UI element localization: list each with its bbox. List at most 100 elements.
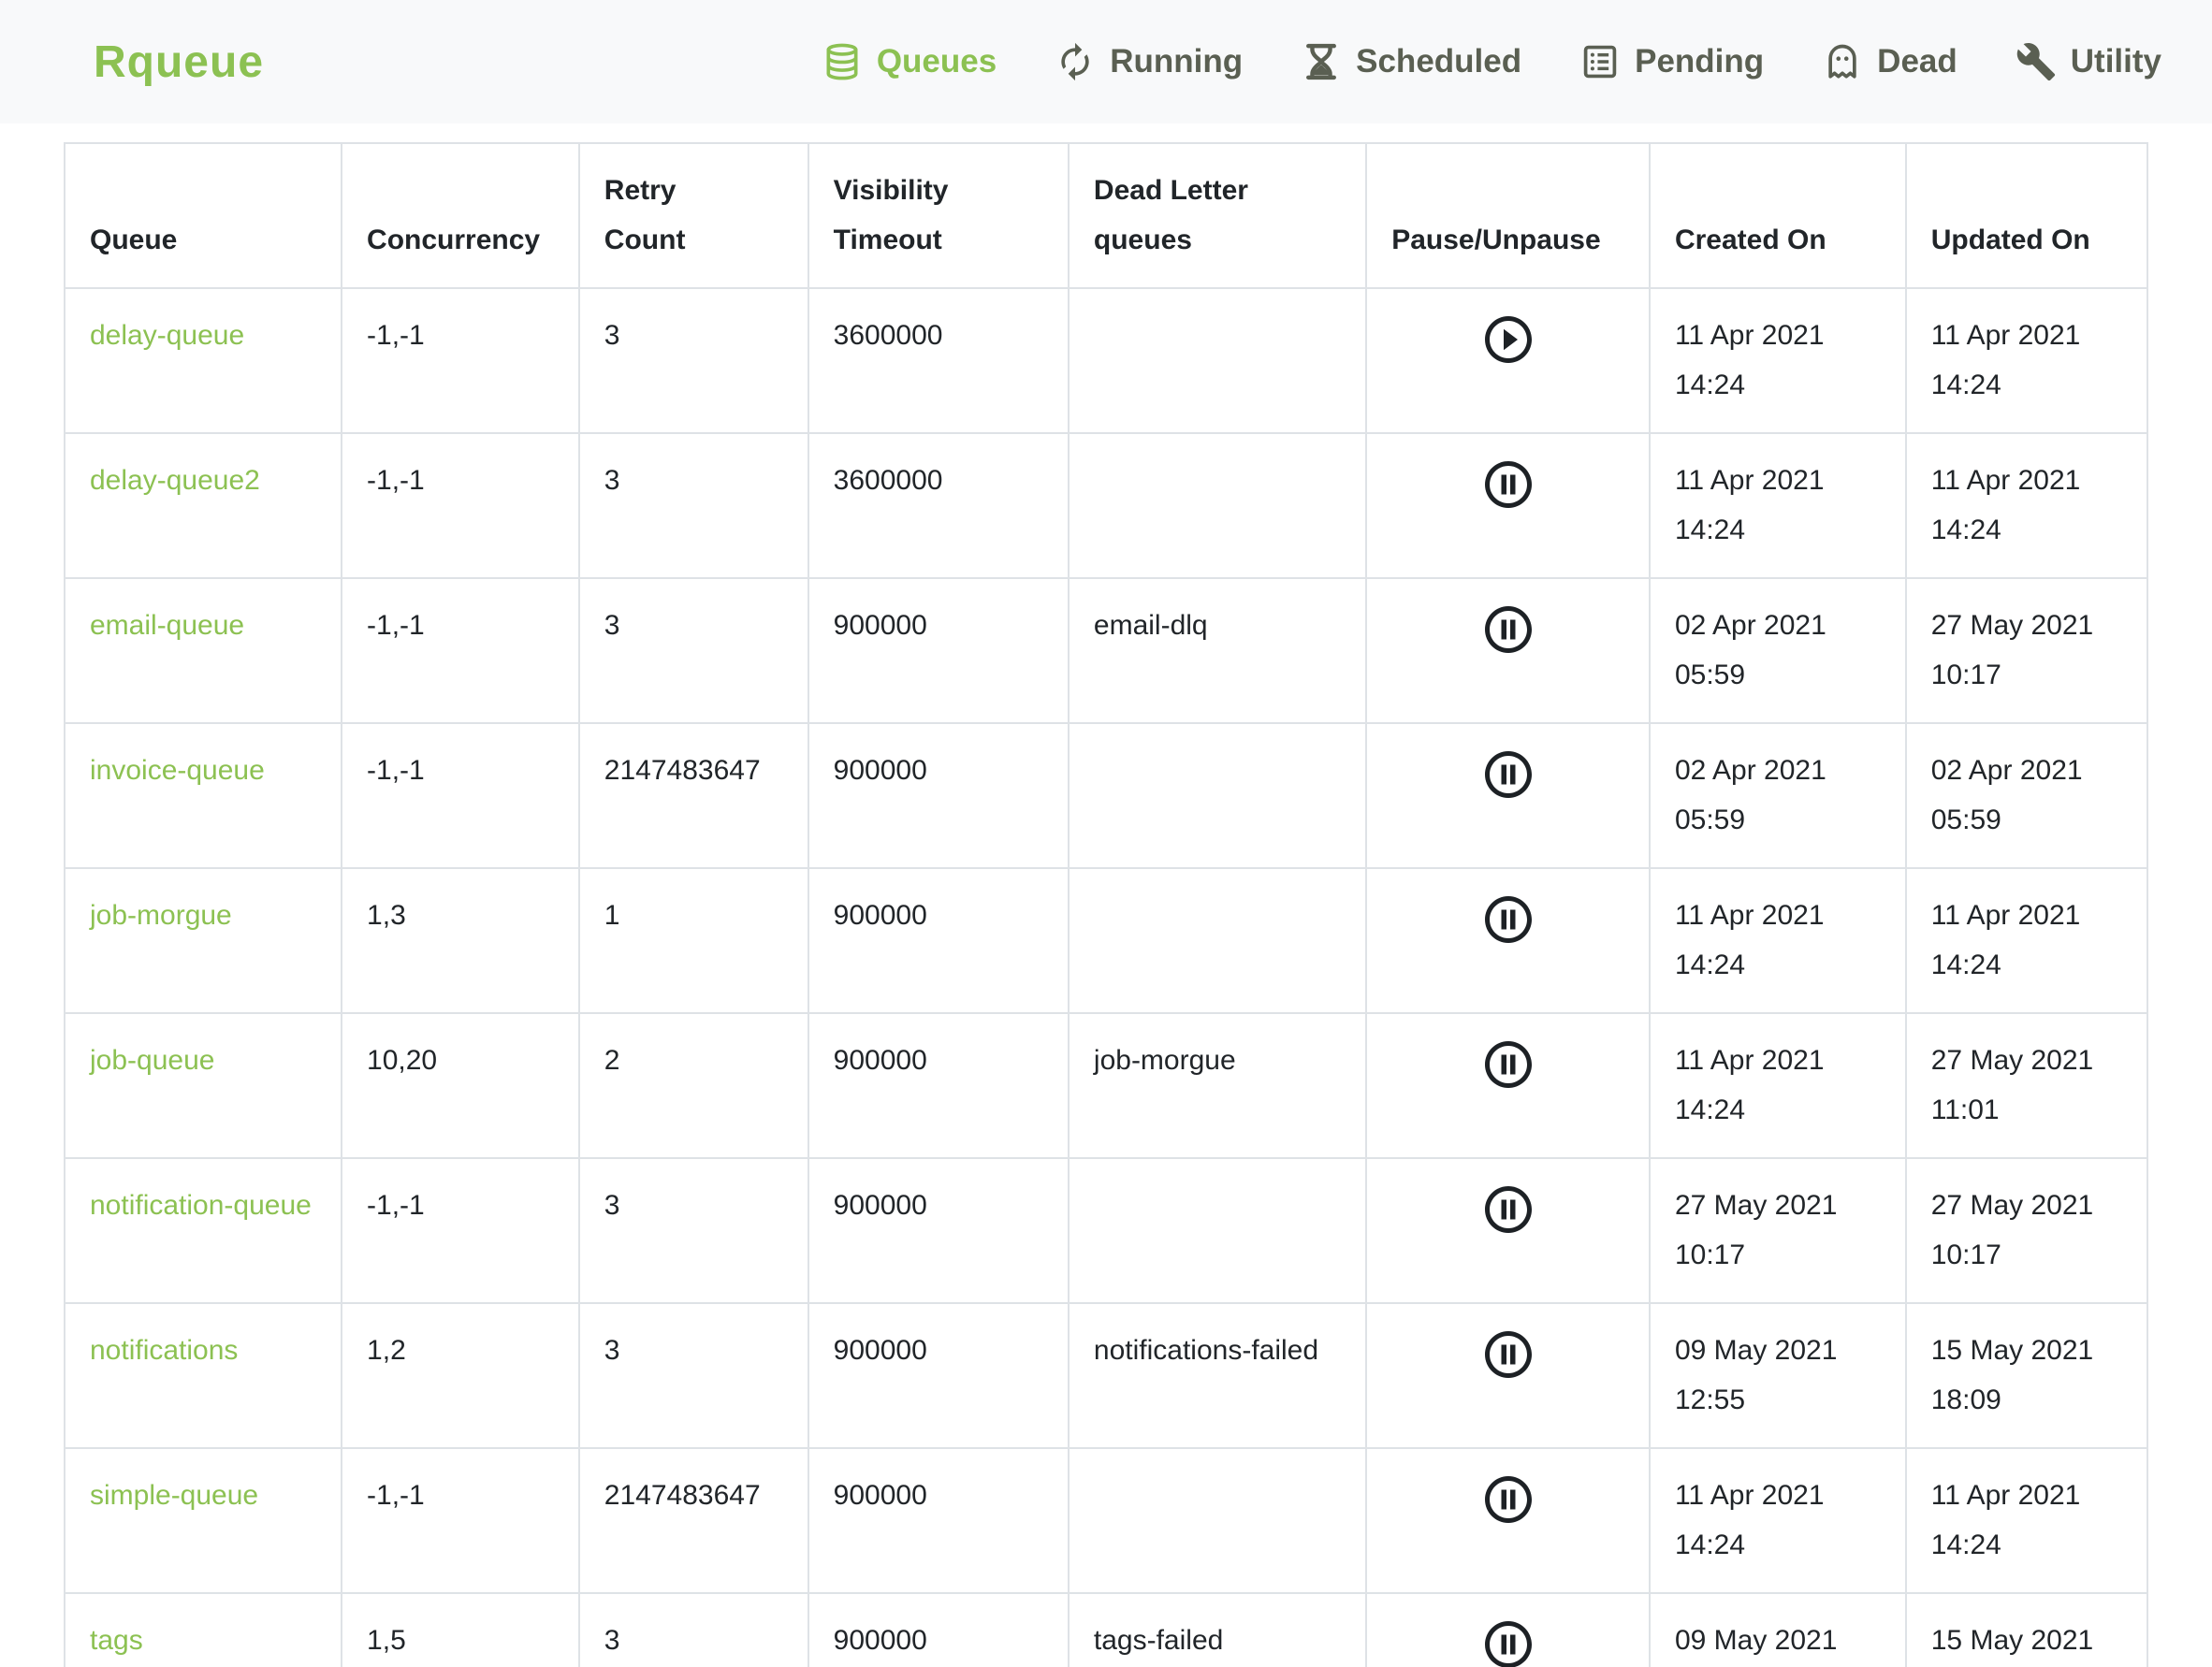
pause-button[interactable] bbox=[1480, 1616, 1536, 1667]
column-header-updated-on: Updated On bbox=[1904, 142, 2149, 289]
pause-button[interactable] bbox=[1480, 1036, 1536, 1093]
dead-letter-queues-cell: job-morgue bbox=[1067, 1012, 1368, 1159]
retry-count-cell: 1 bbox=[577, 867, 809, 1014]
nav-item-dead[interactable]: Dead bbox=[1793, 41, 1986, 82]
created-on-cell: 11 Apr 2021 14:24 bbox=[1648, 432, 1907, 579]
pause-button[interactable] bbox=[1480, 1181, 1536, 1238]
queue-cell: email-queue bbox=[63, 577, 343, 724]
pause-button[interactable] bbox=[1480, 747, 1536, 803]
pause-icon bbox=[1484, 1476, 1532, 1523]
pause-icon bbox=[1484, 1621, 1532, 1667]
queue-link[interactable]: tags bbox=[90, 1625, 143, 1656]
sync-icon bbox=[1055, 41, 1096, 82]
nav-item-queues[interactable]: Queues bbox=[793, 41, 1026, 82]
table-row: email-queue -1,-1 3 900000 email-dlq 02 … bbox=[63, 577, 2149, 724]
table-row: job-queue 10,20 2 900000 job-morgue 11 A… bbox=[63, 1012, 2149, 1159]
play-button[interactable] bbox=[1480, 312, 1536, 368]
dead-letter-queues-cell bbox=[1067, 1447, 1368, 1594]
queue-link[interactable]: email-queue bbox=[90, 610, 245, 641]
visibility-timeout-cell: 900000 bbox=[807, 1157, 1070, 1304]
pause-unpause-cell bbox=[1365, 432, 1651, 579]
pause-button[interactable] bbox=[1480, 457, 1536, 513]
retry-count-cell: 3 bbox=[577, 1157, 809, 1304]
visibility-timeout-cell: 3600000 bbox=[807, 432, 1070, 579]
queue-link[interactable]: job-morgue bbox=[90, 900, 232, 931]
table-row: job-morgue 1,3 1 900000 11 Apr 2021 14:2… bbox=[63, 867, 2149, 1014]
table-row: delay-queue2 -1,-1 3 3600000 11 Apr 2021… bbox=[63, 432, 2149, 579]
concurrency-cell: 1,5 bbox=[341, 1592, 580, 1667]
pause-unpause-cell bbox=[1365, 722, 1651, 869]
pause-unpause-cell bbox=[1365, 1012, 1651, 1159]
created-on-cell: 02 Apr 2021 05:59 bbox=[1648, 722, 1907, 869]
nav-item-scheduled[interactable]: Scheduled bbox=[1272, 41, 1550, 82]
column-header-pause-unpause: Pause/Unpause bbox=[1365, 142, 1651, 289]
database-icon bbox=[822, 41, 863, 82]
dead-letter-queues-cell bbox=[1067, 1157, 1368, 1304]
concurrency-cell: -1,-1 bbox=[341, 1447, 580, 1594]
concurrency-cell: 10,20 bbox=[341, 1012, 580, 1159]
queue-link[interactable]: notifications bbox=[90, 1335, 239, 1366]
pause-icon bbox=[1484, 1186, 1532, 1233]
pause-unpause-cell bbox=[1365, 1302, 1651, 1449]
queue-cell: tags bbox=[63, 1592, 343, 1667]
created-on-cell: 02 Apr 2021 05:59 bbox=[1648, 577, 1907, 724]
queues-table-body: delay-queue -1,-1 3 3600000 11 Apr 2021 … bbox=[63, 287, 2149, 1667]
pause-unpause-cell bbox=[1365, 1592, 1651, 1667]
concurrency-cell: -1,-1 bbox=[341, 577, 580, 724]
column-header-visibility-timeout: Visibility Timeout bbox=[807, 142, 1070, 289]
column-header-dead-letter-queues: Dead Letter queues bbox=[1067, 142, 1368, 289]
nav-item-pending[interactable]: Pending bbox=[1550, 41, 1793, 82]
queue-link[interactable]: delay-queue2 bbox=[90, 465, 260, 496]
updated-on-cell: 15 May 2021 18:09 bbox=[1904, 1302, 2149, 1449]
visibility-timeout-cell: 900000 bbox=[807, 867, 1070, 1014]
queue-link[interactable]: invoice-queue bbox=[90, 755, 265, 786]
top-navbar: Rqueue Queues Running bbox=[0, 0, 2212, 123]
column-header-queue: Queue bbox=[63, 142, 343, 289]
queue-cell: notification-queue bbox=[63, 1157, 343, 1304]
pause-button[interactable] bbox=[1480, 1326, 1536, 1383]
concurrency-cell: -1,-1 bbox=[341, 722, 580, 869]
main-nav: Queues Running Scheduled bbox=[793, 41, 2161, 82]
pause-button[interactable] bbox=[1480, 602, 1536, 658]
column-header-retry-count: Retry Count bbox=[577, 142, 809, 289]
queue-link[interactable]: simple-queue bbox=[90, 1480, 259, 1511]
pause-icon bbox=[1484, 1041, 1532, 1088]
queue-cell: job-queue bbox=[63, 1012, 343, 1159]
pause-unpause-cell bbox=[1365, 867, 1651, 1014]
updated-on-cell: 27 May 2021 11:01 bbox=[1904, 1012, 2149, 1159]
hourglass-icon bbox=[1301, 41, 1342, 82]
nav-item-running[interactable]: Running bbox=[1026, 41, 1272, 82]
wrench-icon bbox=[2016, 41, 2057, 82]
visibility-timeout-cell: 900000 bbox=[807, 1592, 1070, 1667]
updated-on-cell: 27 May 2021 10:17 bbox=[1904, 577, 2149, 724]
brand-logo[interactable]: Rqueue bbox=[94, 36, 265, 87]
queues-table: Queue Concurrency Retry Count Visibility… bbox=[63, 142, 2149, 1667]
queue-cell: notifications bbox=[63, 1302, 343, 1449]
concurrency-cell: 1,2 bbox=[341, 1302, 580, 1449]
pause-button[interactable] bbox=[1480, 1471, 1536, 1528]
pause-button[interactable] bbox=[1480, 891, 1536, 948]
table-row: simple-queue -1,-1 2147483647 900000 11 … bbox=[63, 1447, 2149, 1594]
dead-letter-queues-cell bbox=[1067, 722, 1368, 869]
nav-item-utility[interactable]: Utility bbox=[1986, 41, 2161, 82]
pause-unpause-cell bbox=[1365, 1157, 1651, 1304]
created-on-cell: 11 Apr 2021 14:24 bbox=[1648, 1447, 1907, 1594]
updated-on-cell: 02 Apr 2021 05:59 bbox=[1904, 722, 2149, 869]
queue-cell: invoice-queue bbox=[63, 722, 343, 869]
queue-link[interactable]: notification-queue bbox=[90, 1190, 312, 1221]
ghost-icon bbox=[1822, 41, 1863, 82]
nav-label-utility: Utility bbox=[2070, 43, 2161, 80]
nav-label-pending: Pending bbox=[1635, 43, 1765, 80]
nav-label-queues: Queues bbox=[876, 43, 997, 80]
queue-link[interactable]: job-queue bbox=[90, 1045, 215, 1076]
dead-letter-queues-cell: email-dlq bbox=[1067, 577, 1368, 724]
created-on-cell: 11 Apr 2021 14:24 bbox=[1648, 1012, 1907, 1159]
queue-cell: delay-queue2 bbox=[63, 432, 343, 579]
updated-on-cell: 11 Apr 2021 14:24 bbox=[1904, 1447, 2149, 1594]
dead-letter-queues-cell bbox=[1067, 287, 1368, 434]
updated-on-cell: 27 May 2021 10:17 bbox=[1904, 1157, 2149, 1304]
pause-unpause-cell bbox=[1365, 287, 1651, 434]
queue-link[interactable]: delay-queue bbox=[90, 320, 245, 351]
visibility-timeout-cell: 900000 bbox=[807, 1012, 1070, 1159]
pause-unpause-cell bbox=[1365, 577, 1651, 724]
